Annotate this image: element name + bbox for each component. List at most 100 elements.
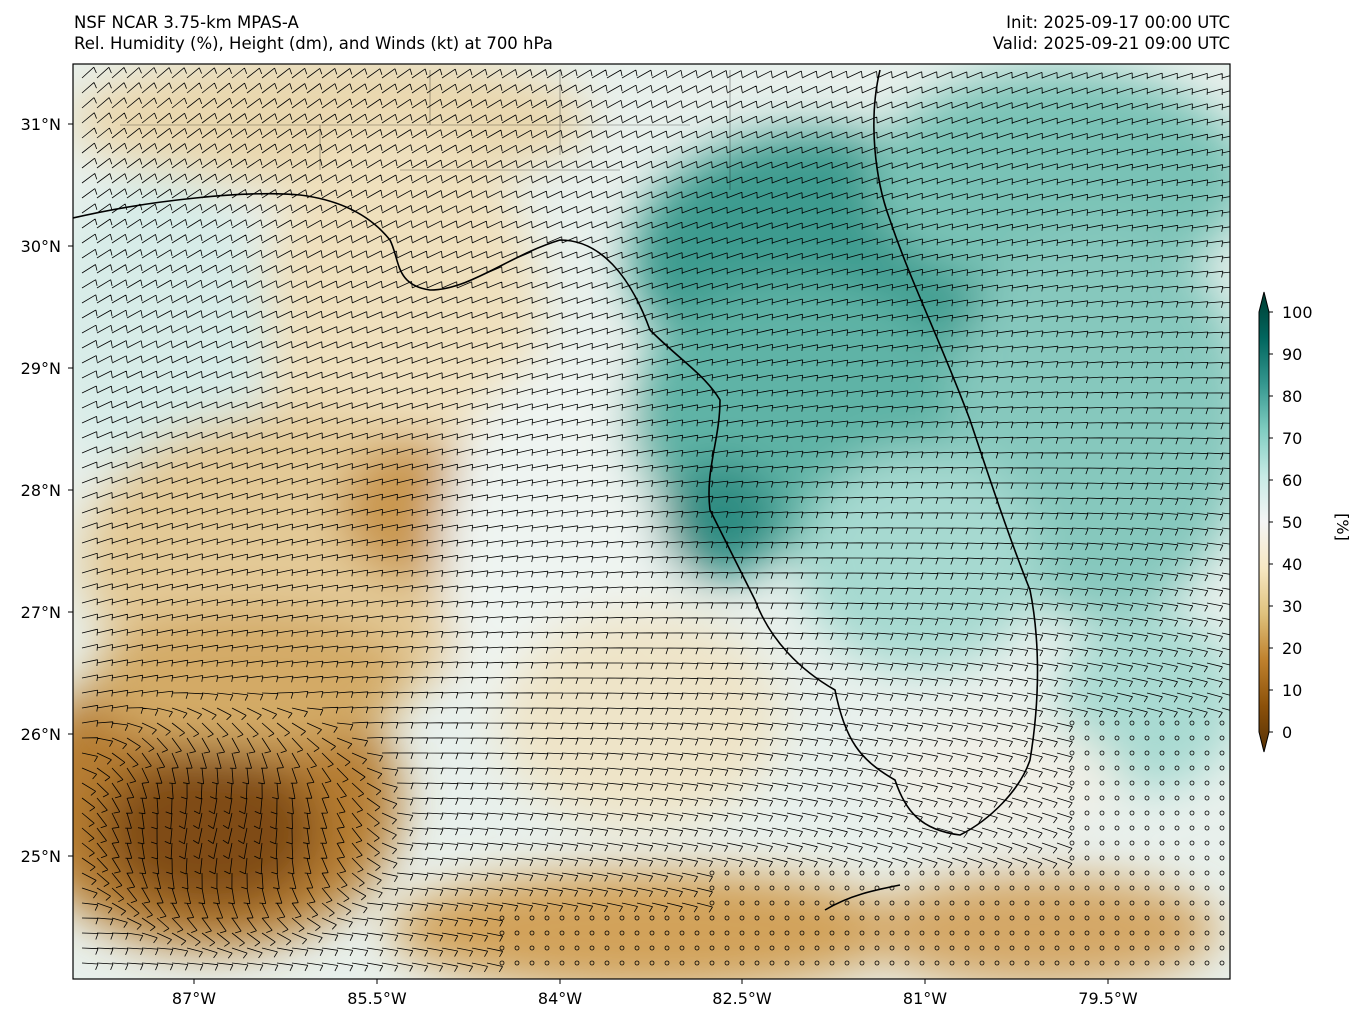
- calm-marker: [1054, 945, 1060, 951]
- calm-marker: [1189, 900, 1195, 906]
- calm-marker: [1159, 735, 1165, 741]
- calm-marker: [1219, 780, 1225, 786]
- calm-marker: [619, 945, 625, 951]
- calm-marker: [1084, 930, 1090, 936]
- calm-marker: [1084, 765, 1090, 771]
- calm-marker: [919, 870, 925, 876]
- calm-marker: [1099, 900, 1105, 906]
- lat-label: 31°N: [21, 115, 61, 134]
- calm-marker: [1204, 765, 1210, 771]
- calm-marker: [1054, 870, 1060, 876]
- lon-label: 81°W: [903, 989, 947, 1008]
- calm-marker: [1144, 930, 1150, 936]
- calm-marker: [724, 930, 730, 936]
- calm-marker: [829, 960, 835, 966]
- calm-marker: [1219, 735, 1225, 741]
- wind-barbs: [81, 66, 1230, 973]
- calm-marker: [1174, 945, 1180, 951]
- calm-marker: [1204, 870, 1210, 876]
- calm-marker: [1159, 765, 1165, 771]
- calm-marker: [1129, 960, 1135, 966]
- calm-wind-markers: [499, 720, 1225, 966]
- calm-marker: [664, 915, 670, 921]
- calm-marker: [784, 915, 790, 921]
- calm-marker: [979, 945, 985, 951]
- calm-marker: [859, 885, 865, 891]
- calm-marker: [859, 915, 865, 921]
- calm-marker: [679, 960, 685, 966]
- calm-marker: [1189, 780, 1195, 786]
- calm-marker: [1129, 720, 1135, 726]
- calm-marker: [1219, 765, 1225, 771]
- calm-marker: [694, 945, 700, 951]
- calm-marker: [829, 870, 835, 876]
- calm-marker: [874, 945, 880, 951]
- calm-marker: [889, 960, 895, 966]
- calm-marker: [829, 915, 835, 921]
- calm-marker: [1189, 855, 1195, 861]
- calm-marker: [679, 915, 685, 921]
- calm-marker: [1114, 780, 1120, 786]
- calm-marker: [1174, 750, 1180, 756]
- calm-marker: [979, 885, 985, 891]
- calm-marker: [1114, 885, 1120, 891]
- calm-marker: [664, 930, 670, 936]
- calm-marker: [919, 930, 925, 936]
- calm-marker: [1069, 960, 1075, 966]
- calm-marker: [1144, 840, 1150, 846]
- calm-marker: [1114, 960, 1120, 966]
- colorbar: 100 90 80 70 60 50 40 30 20 10 0 [%]: [1258, 291, 1352, 753]
- calm-marker: [1129, 945, 1135, 951]
- calm-marker: [679, 945, 685, 951]
- calm-marker: [979, 900, 985, 906]
- lon-label: 79.5°W: [1078, 989, 1138, 1008]
- calm-marker: [1159, 810, 1165, 816]
- calm-marker: [709, 930, 715, 936]
- calm-marker: [514, 915, 520, 921]
- calm-marker: [1024, 945, 1030, 951]
- calm-marker: [1084, 825, 1090, 831]
- calm-marker: [1069, 870, 1075, 876]
- calm-marker: [1219, 855, 1225, 861]
- calm-marker: [949, 945, 955, 951]
- title-right: Init: 2025-09-17 00:00 UTC Valid: 2025-0…: [993, 12, 1230, 54]
- calm-marker: [499, 945, 505, 951]
- calm-marker: [799, 870, 805, 876]
- calm-marker: [694, 930, 700, 936]
- calm-marker: [1144, 915, 1150, 921]
- calm-marker: [814, 900, 820, 906]
- calm-marker: [889, 900, 895, 906]
- calm-marker: [754, 945, 760, 951]
- calm-marker: [1159, 720, 1165, 726]
- calm-marker: [1219, 930, 1225, 936]
- calm-marker: [1159, 870, 1165, 876]
- calm-marker: [994, 945, 1000, 951]
- calm-marker: [1099, 915, 1105, 921]
- calm-marker: [949, 960, 955, 966]
- calm-marker: [604, 945, 610, 951]
- calm-marker: [1174, 795, 1180, 801]
- calm-marker: [529, 960, 535, 966]
- lon-label: 82.5°W: [712, 989, 772, 1008]
- calm-marker: [664, 960, 670, 966]
- calm-marker: [604, 915, 610, 921]
- calm-marker: [874, 870, 880, 876]
- calm-marker: [1159, 795, 1165, 801]
- calm-marker: [514, 945, 520, 951]
- calm-marker: [529, 915, 535, 921]
- calm-marker: [874, 915, 880, 921]
- calm-marker: [904, 870, 910, 876]
- calm-marker: [904, 945, 910, 951]
- calm-marker: [1144, 900, 1150, 906]
- calm-marker: [964, 900, 970, 906]
- calm-marker: [574, 945, 580, 951]
- calm-marker: [1219, 840, 1225, 846]
- calm-marker: [874, 885, 880, 891]
- calm-marker: [1099, 960, 1105, 966]
- calm-marker: [1129, 825, 1135, 831]
- calm-marker: [1189, 930, 1195, 936]
- calm-marker: [1174, 825, 1180, 831]
- calm-marker: [754, 930, 760, 936]
- calm-marker: [949, 885, 955, 891]
- calm-marker: [1174, 720, 1180, 726]
